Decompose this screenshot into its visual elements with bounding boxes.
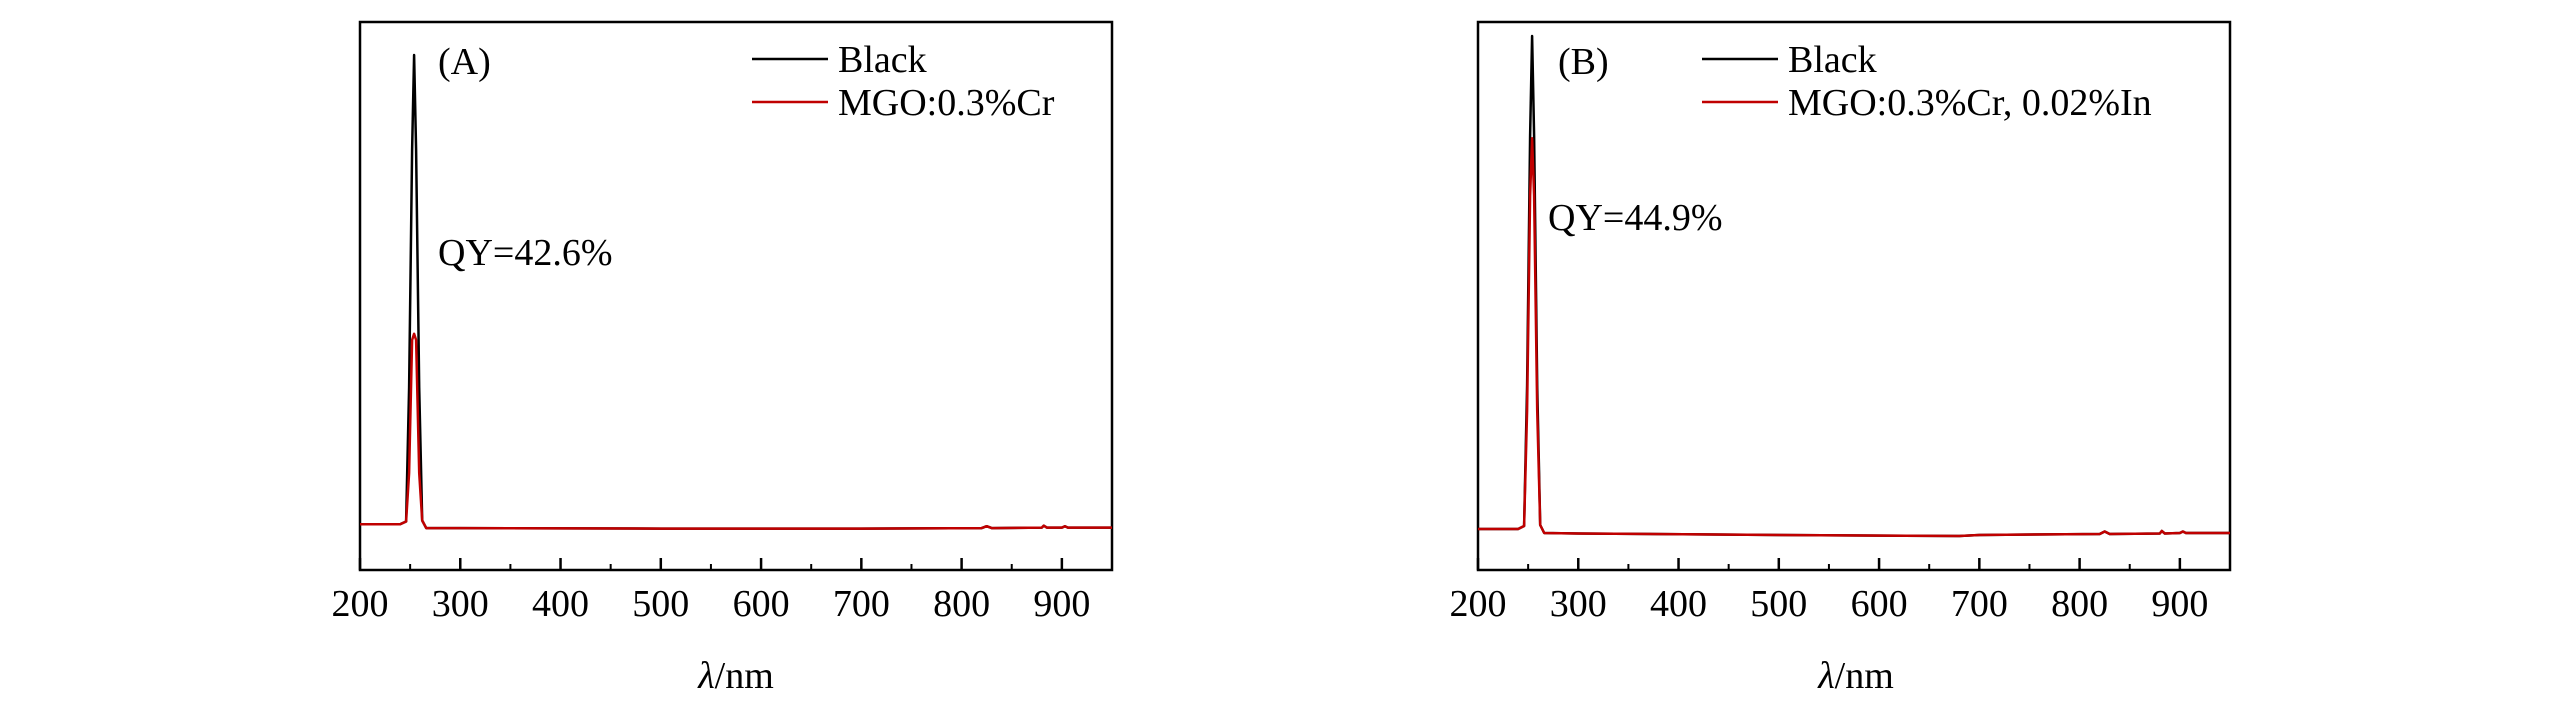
- panel-b-ticks: 200 300 400 500 600 700 800 900: [1450, 558, 2208, 625]
- panel-b-x-tick-label-900: 900: [2151, 583, 2208, 625]
- panel-a-x-tick-label-800: 800: [933, 583, 990, 625]
- panel-b-x-tick-label-200: 200: [1450, 583, 1507, 625]
- panel-a-x-tick-label-700: 700: [833, 583, 890, 625]
- panel-a-series-line-1: [360, 332, 1112, 530]
- panel-a-label: (A): [438, 41, 491, 83]
- panel-a-x-tick-label-600: 600: [733, 583, 790, 625]
- panel-a-series-line-0: [360, 53, 1112, 530]
- panel-a-series: [360, 53, 1112, 530]
- panel-b-legend: Black MGO:0.3%Cr, 0.02%In: [1702, 39, 2152, 124]
- panel-a-x-tick-label-400: 400: [532, 583, 589, 625]
- panel-b-qy-annotation: QY=44.9%: [1548, 197, 1722, 239]
- panel-a-x-tick-label-200: 200: [332, 583, 389, 625]
- panel-a-x-tick-label-500: 500: [632, 583, 689, 625]
- panel-b-x-tick-label-700: 700: [1951, 583, 2008, 625]
- panel-b-x-tick-label-800: 800: [2051, 583, 2108, 625]
- panel-b-label: (B): [1558, 41, 1609, 83]
- panel-b-x-tick-label-400: 400: [1650, 583, 1707, 625]
- panel-b-plot-frame: [1476, 20, 2232, 572]
- panel-a-qy-annotation: QY=42.6%: [438, 232, 612, 274]
- panel-a-plot-frame: [358, 20, 1114, 572]
- panel-a: 200 300 400 500 600 700 800 900 (A) QY=42.6% Bl…: [332, 20, 1114, 697]
- panel-b-legend-label-black: Black: [1788, 39, 1877, 81]
- panel-b-x-tick-label-500: 500: [1750, 583, 1807, 625]
- panel-b-series: [1478, 34, 2230, 538]
- panel-b-x-tick-label-600: 600: [1851, 583, 1908, 625]
- panel-a-legend: Black MGO:0.3%Cr: [752, 39, 1055, 124]
- panel-b: 200 300 400 500 600 700 800 900 (B) QY=44.9% Bl…: [1450, 20, 2232, 697]
- panel-a-legend-label-red: MGO:0.3%Cr: [838, 82, 1055, 124]
- panel-a-ticks: 200 300 400 500 600 700 800 900: [332, 558, 1090, 625]
- panel-a-x-tick-label-900: 900: [1033, 583, 1090, 625]
- panel-a-legend-label-black: Black: [838, 39, 927, 81]
- panel-b-x-tick-label-300: 300: [1550, 583, 1607, 625]
- panel-a-x-axis-label: λ/nm: [697, 655, 774, 697]
- panel-b-series-line-1: [1478, 137, 2230, 538]
- panel-b-x-axis-label: λ/nm: [1817, 655, 1894, 697]
- panel-b-legend-label-red: MGO:0.3%Cr, 0.02%In: [1788, 82, 2152, 124]
- panel-a-x-tick-label-300: 300: [432, 583, 489, 625]
